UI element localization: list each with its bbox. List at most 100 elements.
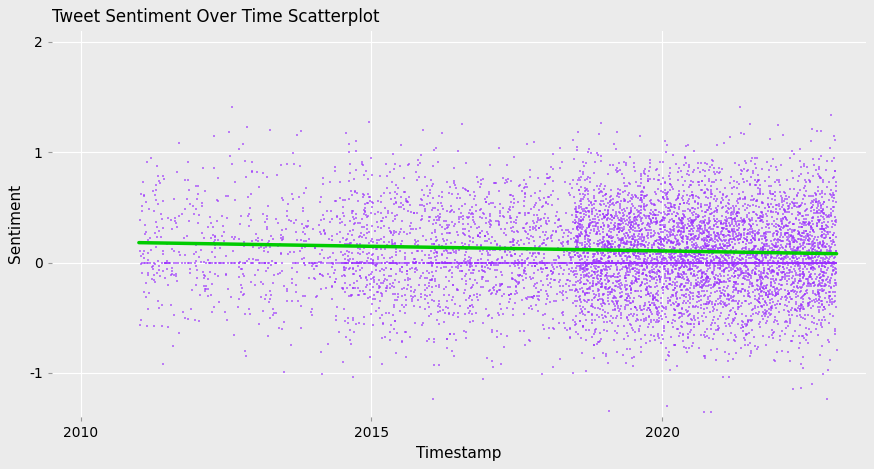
Point (345, 259, 359, 266)
Point (640, 259, 654, 266)
Point (692, 259, 706, 266)
Point (690, 281, 704, 289)
Point (474, 230, 488, 237)
Point (368, 261, 382, 269)
Point (482, 191, 496, 198)
Point (657, 234, 671, 241)
Point (732, 239, 746, 247)
Point (631, 250, 645, 257)
Point (390, 296, 404, 304)
Point (644, 275, 658, 282)
Point (306, 311, 320, 318)
Point (226, 248, 240, 255)
Point (438, 225, 452, 232)
Point (605, 288, 619, 296)
Point (427, 241, 441, 248)
Point (575, 259, 589, 266)
Point (753, 257, 766, 264)
Point (648, 265, 662, 272)
Point (475, 259, 489, 266)
Point (494, 305, 508, 313)
Point (714, 259, 728, 266)
Point (676, 257, 690, 265)
Point (829, 280, 843, 287)
Point (432, 241, 446, 249)
Point (627, 265, 641, 273)
Point (149, 243, 163, 250)
Point (501, 209, 515, 216)
Point (600, 212, 614, 219)
Point (662, 236, 676, 244)
Point (723, 228, 737, 235)
Point (355, 223, 369, 230)
Point (567, 272, 581, 279)
Point (670, 195, 684, 202)
Point (718, 224, 732, 232)
Point (593, 337, 607, 345)
Point (755, 251, 769, 259)
Point (357, 242, 371, 250)
Point (829, 218, 843, 225)
Point (432, 320, 446, 327)
Point (687, 240, 701, 248)
Point (711, 322, 725, 329)
Point (695, 177, 709, 184)
Point (806, 192, 820, 200)
Point (534, 259, 548, 266)
Point (551, 259, 565, 266)
Point (601, 221, 615, 229)
Point (787, 277, 801, 285)
Point (510, 238, 524, 245)
Point (442, 221, 456, 228)
Point (178, 259, 192, 266)
Point (600, 263, 614, 271)
Point (640, 283, 654, 291)
Point (628, 215, 642, 223)
Point (419, 207, 433, 215)
Point (706, 244, 720, 252)
Point (756, 255, 770, 262)
Point (596, 290, 610, 298)
Point (572, 317, 586, 324)
Point (744, 223, 758, 230)
Point (692, 256, 706, 264)
Point (603, 240, 617, 247)
Point (758, 259, 772, 266)
Point (627, 242, 641, 249)
Point (507, 195, 521, 203)
Point (540, 272, 554, 280)
Point (760, 195, 774, 202)
Point (809, 320, 823, 328)
Point (286, 149, 300, 157)
Point (670, 257, 684, 265)
Point (722, 296, 736, 303)
Point (632, 267, 646, 274)
Point (664, 253, 678, 260)
Point (590, 247, 604, 254)
Point (164, 265, 178, 272)
Point (336, 259, 350, 266)
Point (579, 260, 593, 267)
Point (701, 259, 715, 266)
Point (780, 318, 794, 325)
Point (777, 265, 791, 272)
Point (583, 178, 597, 185)
Point (509, 282, 523, 290)
Point (535, 204, 549, 211)
Point (671, 259, 685, 266)
Point (293, 247, 307, 255)
Point (732, 272, 746, 280)
Point (585, 282, 599, 289)
Point (821, 257, 835, 265)
Point (628, 204, 642, 212)
Point (572, 204, 586, 212)
Point (815, 231, 829, 238)
Point (696, 269, 710, 277)
Point (596, 192, 610, 200)
Point (608, 282, 622, 289)
Point (676, 331, 690, 339)
Point (594, 197, 608, 204)
Point (587, 259, 601, 266)
Point (726, 297, 740, 305)
Point (421, 299, 435, 306)
